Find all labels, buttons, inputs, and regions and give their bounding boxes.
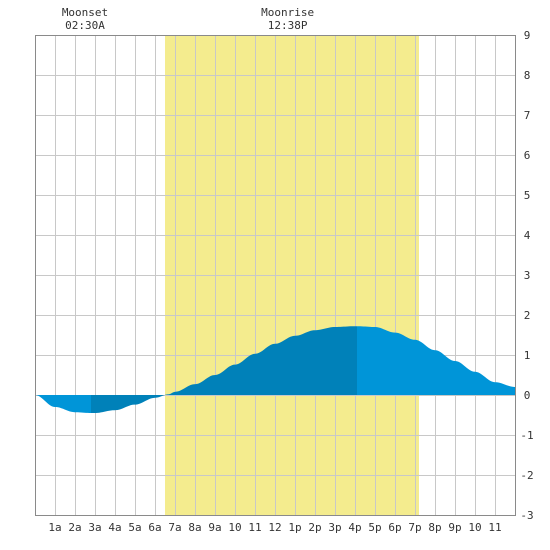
y-tick-label: -1 bbox=[520, 429, 533, 442]
x-tick-label: 4p bbox=[348, 521, 361, 534]
x-tick-label: 5p bbox=[368, 521, 381, 534]
x-tick-label: 8a bbox=[188, 521, 201, 534]
y-tick-label: 6 bbox=[524, 149, 531, 162]
y-tick-label: 1 bbox=[524, 349, 531, 362]
moon-event-time: 02:30A bbox=[65, 19, 105, 32]
moon-event-label: Moonrise bbox=[261, 6, 314, 19]
y-tick-label: 2 bbox=[524, 309, 531, 322]
moon-event-time: 12:38P bbox=[268, 19, 308, 32]
x-tick-label: 12 bbox=[268, 521, 281, 534]
x-tick-label: 3a bbox=[88, 521, 101, 534]
x-tick-label: 7a bbox=[168, 521, 181, 534]
x-tick-label: 9p bbox=[448, 521, 461, 534]
y-tick-label: -3 bbox=[520, 509, 533, 522]
moon-event-label: Moonset bbox=[62, 6, 108, 19]
x-tick-label: 7p bbox=[408, 521, 421, 534]
x-tick-label: 6a bbox=[148, 521, 161, 534]
x-tick-label: 3p bbox=[328, 521, 341, 534]
x-tick-label: 2p bbox=[308, 521, 321, 534]
x-tick-label: 11 bbox=[488, 521, 501, 534]
x-tick-label: 8p bbox=[428, 521, 441, 534]
y-tick-label: 3 bbox=[524, 269, 531, 282]
tide-area-segment-2 bbox=[169, 326, 357, 395]
y-tick-label: 4 bbox=[524, 229, 531, 242]
x-tick-label: 1a bbox=[48, 521, 61, 534]
x-tick-label: 9a bbox=[208, 521, 221, 534]
x-tick-label: 4a bbox=[108, 521, 121, 534]
x-tick-label: 2a bbox=[68, 521, 81, 534]
tide-area-segment-3 bbox=[357, 326, 515, 395]
x-tick-label: 5a bbox=[128, 521, 141, 534]
y-tick-label: 0 bbox=[524, 389, 531, 402]
x-tick-label: 6p bbox=[388, 521, 401, 534]
x-tick-label: 10 bbox=[228, 521, 241, 534]
y-tick-label: -2 bbox=[520, 469, 533, 482]
y-tick-label: 8 bbox=[524, 69, 531, 82]
y-tick-label: 5 bbox=[524, 189, 531, 202]
x-tick-label: 11 bbox=[248, 521, 261, 534]
y-tick-label: 7 bbox=[524, 109, 531, 122]
x-tick-label: 1p bbox=[288, 521, 301, 534]
tide-area-segment-0 bbox=[35, 395, 91, 413]
tide-area-segment-1 bbox=[91, 394, 169, 413]
plot-frame bbox=[35, 35, 516, 516]
x-tick-label: 10 bbox=[468, 521, 481, 534]
y-tick-label: 9 bbox=[524, 29, 531, 42]
